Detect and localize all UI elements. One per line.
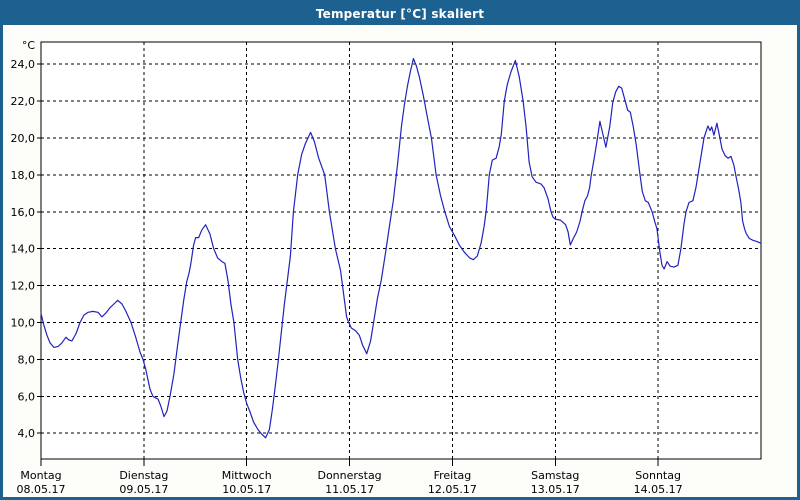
x-axis-date-label: 12.05.17 — [428, 483, 477, 496]
x-axis-date-label: 14.05.17 — [634, 483, 683, 496]
x-axis-date-label: 09.05.17 — [119, 483, 168, 496]
x-axis-date-label: 10.05.17 — [222, 483, 271, 496]
x-axis-day-label: Samstag — [531, 469, 579, 482]
y-axis-tick-label: 18,0 — [11, 169, 36, 182]
x-axis-day-label: Dienstag — [119, 469, 168, 482]
x-axis-day-label: Mittwoch — [222, 469, 272, 482]
y-axis-tick-label: 10,0 — [11, 316, 36, 329]
y-axis-tick-label: 4,0 — [18, 427, 36, 440]
y-axis-tick-label: 14,0 — [11, 243, 36, 256]
window-title: Temperatur [°C] skaliert — [315, 7, 485, 21]
y-axis-tick-label: 6,0 — [18, 390, 36, 403]
plot-area — [40, 41, 762, 460]
y-axis-tick-label: 22,0 — [11, 95, 36, 108]
x-axis-day-label: Montag — [20, 469, 61, 482]
x-axis-day-label: Freitag — [434, 469, 472, 482]
window-titlebar: Temperatur [°C] skaliert — [3, 3, 797, 25]
temperature-series-line — [40, 57, 762, 439]
y-axis-tick-label: 8,0 — [18, 353, 36, 366]
y-axis-tick-label: 12,0 — [11, 280, 36, 293]
x-axis-date-label: 13.05.17 — [531, 483, 580, 496]
y-axis-tick-label: 20,0 — [11, 132, 36, 145]
x-axis-day-label: Sonntag — [635, 469, 681, 482]
x-axis-date-label: 08.05.17 — [17, 483, 66, 496]
y-axis-unit-label: °C — [22, 39, 36, 52]
x-axis-date-label: 11.05.17 — [325, 483, 374, 496]
y-axis-tick-label: 16,0 — [11, 206, 36, 219]
y-axis-tick-label: 24,0 — [11, 58, 36, 71]
x-axis-day-label: Donnerstag — [317, 469, 381, 482]
